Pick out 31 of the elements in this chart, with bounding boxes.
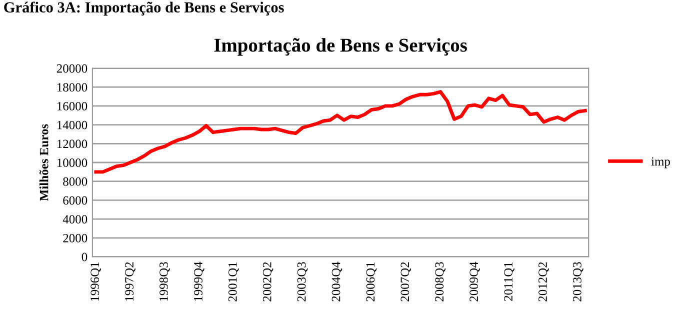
- legend-label: imp: [651, 157, 670, 168]
- x-tick-label: 2011Q1: [504, 262, 514, 301]
- y-tick-label: 8000: [63, 177, 88, 186]
- x-tick-label: 2006Q1: [366, 262, 377, 302]
- chart-title: Importação de Bens e Serviços: [214, 38, 467, 56]
- y-tick-label: 4000: [62, 215, 88, 224]
- y-tick-label: 2000: [63, 234, 88, 242]
- y-tick-label: 14000: [57, 120, 88, 130]
- y-axis-title: Milhões Euros: [39, 124, 48, 201]
- x-tick-label: 2004Q4: [332, 262, 342, 302]
- x-tick-label: 2008Q3: [435, 262, 446, 302]
- y-tick-label: 10000: [57, 158, 88, 167]
- y-tick-label: 6000: [63, 196, 88, 205]
- text: Gráfico 3A: Importação de Bens e Serviços: [4, 2, 284, 16]
- y-tick-label: 16000: [57, 102, 88, 110]
- x-tick-label: 2002Q2: [262, 262, 274, 302]
- x-tick-label: 2009Q4: [470, 262, 480, 302]
- x-tick-label: 2012Q2: [538, 262, 549, 302]
- y-tick-label: 18000: [57, 83, 88, 92]
- x-tick-label: 2013Q3: [572, 262, 584, 302]
- x-tick-label: 1998Q3: [160, 262, 170, 301]
- x-tick-label: 1996Q1: [90, 262, 101, 301]
- x-tick-label: 2003Q3: [297, 262, 308, 302]
- line-series: [94, 90, 587, 174]
- x-tick-label: 1997Q2: [125, 262, 136, 301]
- y-tick-label: 20000: [56, 64, 88, 73]
- x-tick-label: 1999Q4: [194, 262, 204, 301]
- y-tick-label: 0: [82, 252, 88, 262]
- x-tick-label: 2001Q1: [228, 262, 239, 302]
- x-tick-label: 2007Q2: [400, 262, 412, 302]
- y-tick-label: 12000: [57, 140, 88, 148]
